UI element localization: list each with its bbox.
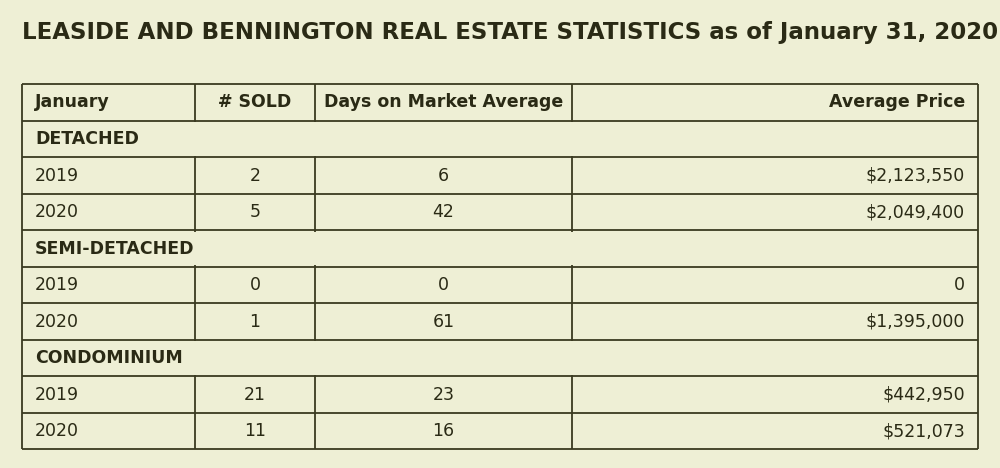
Text: 2: 2 — [250, 167, 260, 184]
Text: 0: 0 — [954, 276, 965, 294]
Text: $521,073: $521,073 — [882, 422, 965, 440]
Text: 1: 1 — [250, 313, 260, 330]
Text: 0: 0 — [438, 276, 449, 294]
Text: $2,123,550: $2,123,550 — [866, 167, 965, 184]
Text: 23: 23 — [432, 386, 454, 403]
Text: 5: 5 — [250, 203, 260, 221]
Text: CONDOMINIUM: CONDOMINIUM — [35, 349, 183, 367]
Text: 2020: 2020 — [35, 422, 79, 440]
Text: 42: 42 — [433, 203, 454, 221]
Text: 11: 11 — [244, 422, 266, 440]
Text: # SOLD: # SOLD — [218, 94, 292, 111]
Text: $2,049,400: $2,049,400 — [866, 203, 965, 221]
Text: January: January — [35, 94, 110, 111]
Text: Days on Market Average: Days on Market Average — [324, 94, 563, 111]
Text: 2019: 2019 — [35, 386, 79, 403]
Text: 6: 6 — [438, 167, 449, 184]
Text: 16: 16 — [432, 422, 455, 440]
Text: 2020: 2020 — [35, 203, 79, 221]
Bar — [22, 84, 978, 449]
Text: $1,395,000: $1,395,000 — [866, 313, 965, 330]
Text: 2019: 2019 — [35, 276, 79, 294]
Text: LEASIDE AND BENNINGTON REAL ESTATE STATISTICS as of January 31, 2020: LEASIDE AND BENNINGTON REAL ESTATE STATI… — [22, 21, 998, 44]
Text: DETACHED: DETACHED — [35, 130, 139, 148]
Text: 0: 0 — [250, 276, 260, 294]
Text: Average Price: Average Price — [829, 94, 965, 111]
Text: 21: 21 — [244, 386, 266, 403]
Text: 2019: 2019 — [35, 167, 79, 184]
Text: 2020: 2020 — [35, 313, 79, 330]
Text: SEMI-DETACHED: SEMI-DETACHED — [35, 240, 194, 257]
Text: 61: 61 — [432, 313, 455, 330]
Text: $442,950: $442,950 — [882, 386, 965, 403]
